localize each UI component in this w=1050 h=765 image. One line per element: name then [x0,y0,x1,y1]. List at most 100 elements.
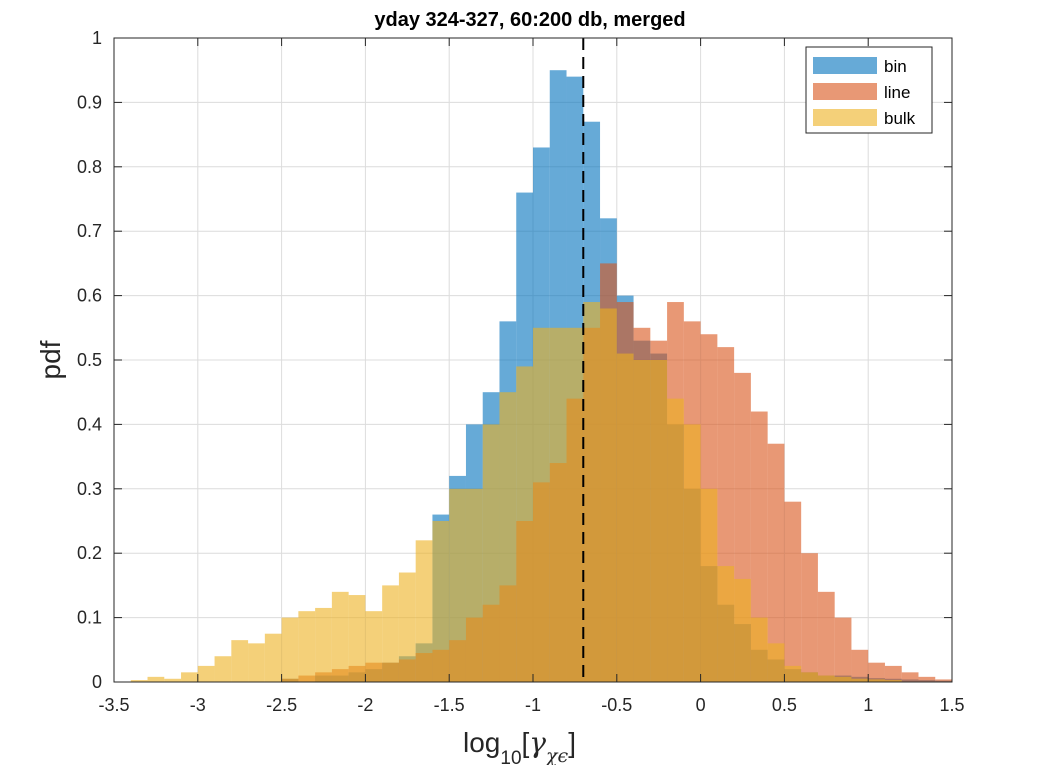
bar-line [767,443,785,682]
bar-bulk [516,366,533,682]
bar-line [935,679,952,682]
bar-bulk [231,640,249,682]
x-tick-label: -1.5 [434,695,465,715]
bar-line [868,662,885,682]
bar-bulk [784,665,802,682]
bar-line [851,649,869,682]
bar-bulk [717,566,735,682]
y-tick-label: 0.7 [77,221,102,241]
chart-title: yday 324-327, 60:200 db, merged [374,9,685,31]
bar-bulk [449,488,466,682]
y-tick-label: 1 [92,28,102,48]
bar-line [817,591,835,682]
x-tick-label: 1 [863,695,873,715]
legend-label-bin: bin [884,57,907,76]
y-tick-label: 0.8 [77,157,102,177]
bar-bulk [801,672,818,682]
x-tick-label: -3 [190,695,206,715]
y-tick-label: 0 [92,672,102,692]
bar-bulk [868,679,885,682]
bar-line [750,411,768,682]
x-tick-label: -3.5 [98,695,129,715]
bar-bulk [834,676,852,682]
bar-bulk [264,633,282,682]
legend: bin line bulk [805,46,933,134]
y-tick-label: 0.1 [77,608,102,628]
bar-bulk [533,327,550,682]
bar-bulk [298,611,316,682]
x-tick-label: -2.5 [266,695,297,715]
bar-bulk [398,572,416,682]
bar-bulk [348,595,366,682]
bar-bulk [499,392,517,682]
histogram-bars [130,70,952,683]
bar-bulk [884,680,902,682]
bar-line [918,676,936,682]
bar-bulk [616,353,634,682]
bar-bulk [365,611,383,682]
bar-bulk [683,424,701,682]
x-axis-label-bracket-open: [ [522,727,530,758]
bar-bulk [851,678,869,682]
bar-bulk [817,675,835,682]
bar-bulk [767,643,785,682]
bar-bulk [331,591,349,682]
bar-bulk [734,578,751,682]
bar-bulk [482,424,500,682]
bar-bulk [214,656,232,682]
bar-bulk [432,521,450,682]
x-axis-label-gamma: γ [529,726,546,759]
bar-bulk [700,488,718,682]
bar-line [801,553,818,682]
x-axis-label-bracket-close: ] [568,727,576,758]
y-tick-labels: 0 0.1 0.2 0.3 0.4 0.5 0.6 0.7 0.8 0.9 1 [77,28,102,692]
x-tick-label: 1.5 [939,695,964,715]
x-tick-label: -2 [357,695,373,715]
legend-label-bulk: bulk [884,109,916,128]
y-tick-label: 0.9 [77,92,102,112]
legend-swatch-line [813,83,877,100]
bar-bulk [164,678,182,682]
x-axis-label: log10[γχϵ] [463,726,576,765]
x-tick-label: 0.5 [772,695,797,715]
bar-bulk [650,360,668,682]
bar-line [834,617,852,682]
y-tick-label: 0.4 [77,414,102,434]
bar-bulk [181,672,198,682]
bar-bulk [633,360,651,682]
series-bulk-bars [130,302,902,682]
bar-bulk [415,540,433,682]
legend-label-line: line [884,83,910,102]
y-tick-label: 0.3 [77,479,102,499]
x-axis-label-log: log [463,727,500,758]
x-tick-label: -1 [525,695,541,715]
x-tick-label: 0 [696,695,706,715]
bar-bulk [197,665,215,682]
y-tick-label: 0.2 [77,543,102,563]
bar-bulk [315,607,332,682]
bar-line [784,501,802,682]
bar-bulk [600,308,617,682]
bar-bulk [248,643,265,682]
x-axis-label-log-subscript: 10 [500,748,521,765]
x-tick-label: -0.5 [601,695,632,715]
y-tick-label: 0.5 [77,350,102,370]
bar-bulk [566,327,584,682]
x-axis-label-gamma-subscript: χϵ [544,745,569,765]
bar-bulk [750,617,768,682]
bar-bulk [667,398,684,682]
bar-bulk [281,617,299,682]
x-tick-labels: -3.5 -3 -2.5 -2 -1.5 -1 -0.5 0 0.5 1 1.5 [98,695,964,715]
y-tick-label: 0.6 [77,286,102,306]
bar-line [884,665,902,682]
bar-bulk [147,676,165,682]
axis-ticks [113,37,953,683]
bar-bulk [130,680,148,682]
legend-swatch-bulk [813,109,877,126]
y-axis-label: pdf [35,340,66,379]
bar-line [901,672,919,682]
legend-swatch-bin [813,57,877,74]
bar-bulk [549,327,567,682]
bar-bulk [465,488,483,682]
